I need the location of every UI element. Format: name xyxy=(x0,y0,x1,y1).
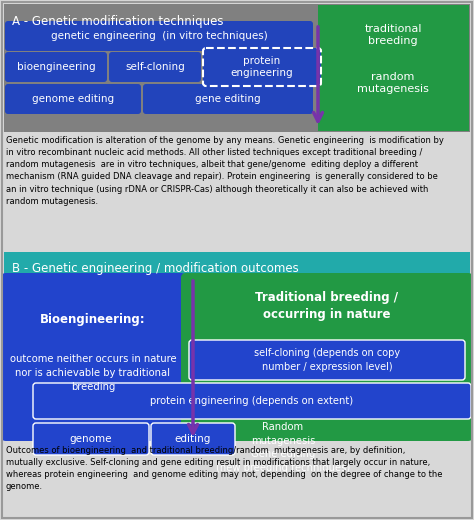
Text: traditional
breeding: traditional breeding xyxy=(364,24,422,46)
FancyBboxPatch shape xyxy=(33,423,149,455)
FancyBboxPatch shape xyxy=(33,383,471,419)
Bar xyxy=(4,4,470,132)
FancyBboxPatch shape xyxy=(1,273,186,441)
Text: genetic engineering  (in vitro techniques): genetic engineering (in vitro techniques… xyxy=(51,31,267,41)
Bar xyxy=(4,252,470,440)
Text: self-cloning (depends on copy
number / expression level): self-cloning (depends on copy number / e… xyxy=(254,348,400,372)
Text: bioengineering: bioengineering xyxy=(17,62,95,72)
Text: Random
mutagenesis: Random mutagenesis xyxy=(251,422,315,446)
Bar xyxy=(318,5,469,131)
Text: Gene editing
(new breeding techniques): Gene editing (new breeding techniques) xyxy=(216,449,350,473)
Text: genome editing: genome editing xyxy=(32,94,114,104)
Text: gene editing: gene editing xyxy=(195,94,261,104)
FancyBboxPatch shape xyxy=(151,423,235,455)
FancyBboxPatch shape xyxy=(5,84,141,114)
Text: editing: editing xyxy=(175,434,211,444)
Text: Bioengineering:: Bioengineering: xyxy=(40,314,146,327)
Text: self-cloning: self-cloning xyxy=(125,62,185,72)
Text: genome: genome xyxy=(70,434,112,444)
Text: outcome neither occurs in nature
nor is achievable by traditional
breeding: outcome neither occurs in nature nor is … xyxy=(9,354,176,392)
FancyBboxPatch shape xyxy=(143,84,313,114)
Text: Genetic modification is alteration of the genome by any means. Genetic engineeri: Genetic modification is alteration of th… xyxy=(6,136,444,206)
FancyBboxPatch shape xyxy=(5,21,313,51)
FancyBboxPatch shape xyxy=(189,340,465,380)
Text: Outcomes of bioengineering  and traditional breeding/random  mutagenesis are, by: Outcomes of bioengineering and tradition… xyxy=(6,446,443,491)
FancyBboxPatch shape xyxy=(109,52,201,82)
FancyBboxPatch shape xyxy=(5,52,107,82)
Text: A - Genetic modification techniques: A - Genetic modification techniques xyxy=(12,15,224,28)
Text: Traditional breeding /
occurring in nature: Traditional breeding / occurring in natu… xyxy=(255,291,399,321)
Text: protein engineering (depends on extent): protein engineering (depends on extent) xyxy=(150,396,354,406)
FancyBboxPatch shape xyxy=(181,273,473,441)
Text: random
mutagenesis: random mutagenesis xyxy=(357,72,429,94)
Text: protein
engineering: protein engineering xyxy=(231,56,293,78)
FancyBboxPatch shape xyxy=(203,48,321,86)
Text: B - Genetic engineering / modification outcomes: B - Genetic engineering / modification o… xyxy=(12,262,299,275)
